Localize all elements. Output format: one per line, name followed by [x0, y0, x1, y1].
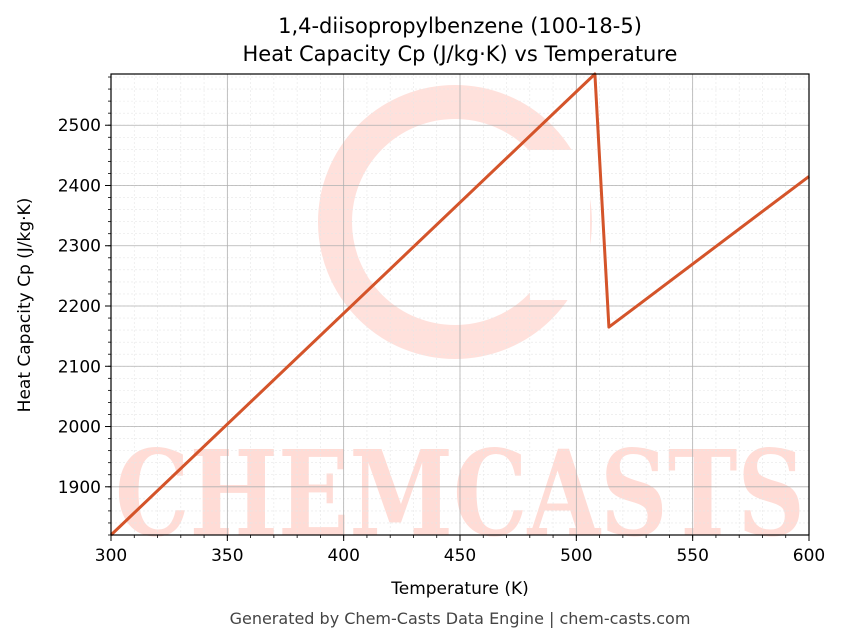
x-axis-label: Temperature (K)	[390, 579, 529, 599]
major-grid	[110, 74, 810, 535]
chart-subtitle: Heat Capacity Cp (J/kg·K) vs Temperature	[243, 42, 678, 66]
x-tick-label: 450	[444, 546, 476, 566]
x-tick-label: 300	[95, 546, 127, 566]
x-tick-label: 350	[211, 546, 243, 566]
series-layer	[109, 72, 810, 537]
series-line-cp	[109, 72, 810, 537]
axis-ticks	[105, 76, 810, 541]
chart-title: 1,4-diisopropylbenzene (100-18-5)	[278, 14, 642, 38]
y-tick-label: 2200	[58, 297, 101, 317]
x-tick-label: 500	[560, 546, 592, 566]
x-tick-label: 550	[676, 546, 708, 566]
y-tick-label: 2100	[58, 357, 101, 377]
y-axis-label: Heat Capacity Cp (J/kg·K)	[15, 198, 35, 413]
y-tick-label: 2000	[58, 418, 101, 438]
y-tick-label: 1900	[58, 478, 101, 498]
y-tick-label: 2300	[58, 237, 101, 257]
x-tick-labels: 300 350 400 450 500 550 600	[95, 546, 825, 566]
y-tick-labels: 1900 2000 2100 2200 2300 2400 2500	[58, 116, 101, 498]
x-tick-label: 600	[793, 546, 825, 566]
x-tick-label: 400	[327, 546, 359, 566]
y-tick-label: 2500	[58, 116, 101, 136]
footer-credit: Generated by Chem-Casts Data Engine | ch…	[230, 609, 691, 628]
y-tick-label: 2400	[58, 176, 101, 196]
